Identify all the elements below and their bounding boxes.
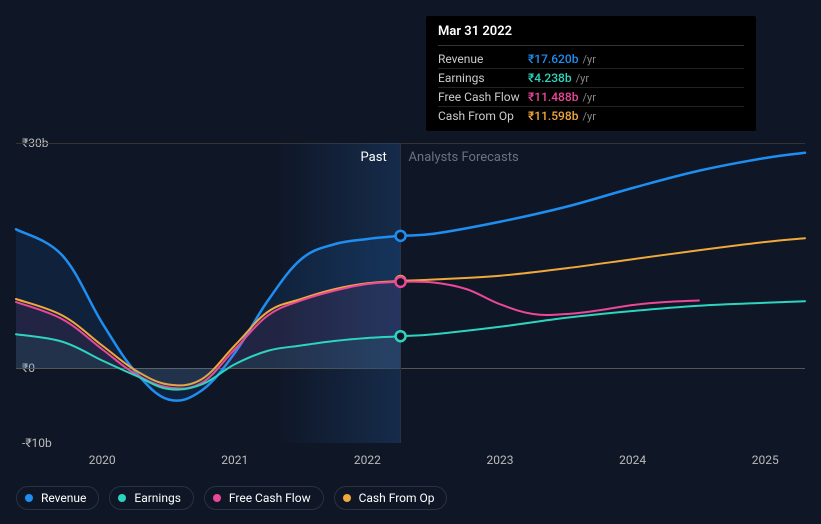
x-axis-label: 2023 (487, 453, 514, 467)
tooltip-metric-label: Cash From Op (438, 109, 528, 123)
tooltip-metric-value: ₹17.620b (528, 52, 578, 66)
legend-label: Earnings (134, 491, 181, 505)
tooltip-metric-unit: /yr (582, 53, 595, 66)
tooltip-metric-unit: /yr (582, 110, 595, 123)
tooltip-metric-value: ₹4.238b (528, 71, 572, 85)
tooltip-metric-label: Revenue (438, 52, 528, 66)
legend-dot-icon (213, 494, 221, 502)
tooltip-metric-value: ₹11.598b (528, 109, 578, 123)
tooltip-metric-label: Earnings (438, 71, 528, 85)
tooltip-metric-label: Free Cash Flow (438, 90, 528, 104)
marker-revenue (396, 231, 406, 241)
x-axis-label: 2024 (619, 453, 646, 467)
series-revenue (16, 153, 805, 401)
legend-item-earnings[interactable]: Earnings (109, 486, 194, 510)
chart-legend: Revenue Earnings Free Cash Flow Cash From O… (16, 486, 447, 510)
marker-earnings (396, 331, 406, 341)
x-axis-label: 2025 (752, 453, 779, 467)
legend-item-revenue[interactable]: Revenue (16, 486, 99, 510)
legend-label: Revenue (41, 491, 86, 505)
series-cash_from_op (16, 238, 805, 385)
tooltip-row: Cash From Op₹11.598b/yr (438, 107, 744, 125)
legend-dot-icon (25, 494, 33, 502)
x-axis-label: 2021 (221, 453, 248, 467)
marker-free_cash_flow (396, 277, 406, 287)
legend-item-cash_from_op[interactable]: Cash From Op (334, 486, 448, 510)
x-axis-label: 2022 (354, 453, 381, 467)
legend-item-free_cash_flow[interactable]: Free Cash Flow (204, 486, 324, 510)
tooltip-row: Earnings₹4.238b/yr (438, 69, 744, 88)
tooltip-date: Mar 31 2022 (438, 24, 744, 46)
legend-label: Free Cash Flow (229, 491, 311, 505)
x-axis-label: 2020 (89, 453, 116, 467)
tooltip-row: Revenue₹17.620b/yr (438, 50, 744, 69)
tooltip-metric-unit: /yr (576, 72, 589, 85)
legend-dot-icon (343, 494, 351, 502)
chart-tooltip: Mar 31 2022 Revenue₹17.620b/yrEarnings₹4… (426, 16, 756, 131)
tooltip-row: Free Cash Flow₹11.488b/yr (438, 88, 744, 107)
tooltip-metric-unit: /yr (582, 91, 595, 104)
legend-label: Cash From Op (359, 491, 435, 505)
series-earnings (16, 301, 805, 389)
legend-dot-icon (118, 494, 126, 502)
tooltip-metric-value: ₹11.488b (528, 90, 578, 104)
